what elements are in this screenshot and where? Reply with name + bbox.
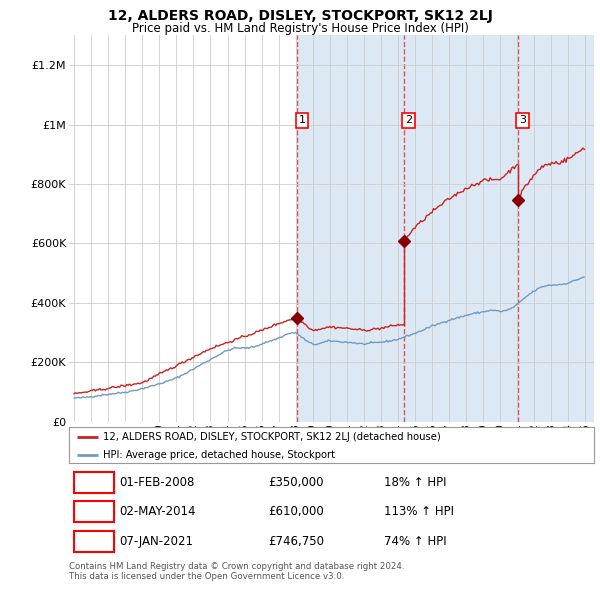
Text: 1: 1 <box>91 476 97 489</box>
FancyBboxPatch shape <box>74 530 113 552</box>
Text: Price paid vs. HM Land Registry's House Price Index (HPI): Price paid vs. HM Land Registry's House … <box>131 22 469 35</box>
Text: £350,000: £350,000 <box>269 476 324 489</box>
Text: 3: 3 <box>91 535 97 548</box>
Text: 1: 1 <box>299 116 305 126</box>
Text: 02-MAY-2014: 02-MAY-2014 <box>119 505 196 519</box>
Text: 18% ↑ HPI: 18% ↑ HPI <box>384 476 446 489</box>
Text: 2: 2 <box>91 505 97 519</box>
Text: 113% ↑ HPI: 113% ↑ HPI <box>384 505 454 519</box>
Text: This data is licensed under the Open Government Licence v3.0.: This data is licensed under the Open Gov… <box>69 572 344 581</box>
Bar <box>518 35 594 422</box>
Text: 3: 3 <box>519 116 526 126</box>
Text: 12, ALDERS ROAD, DISLEY, STOCKPORT, SK12 2LJ: 12, ALDERS ROAD, DISLEY, STOCKPORT, SK12… <box>107 9 493 23</box>
Text: HPI: Average price, detached house, Stockport: HPI: Average price, detached house, Stoc… <box>103 450 335 460</box>
Text: 01-FEB-2008: 01-FEB-2008 <box>119 476 194 489</box>
Text: £746,750: £746,750 <box>269 535 325 548</box>
FancyBboxPatch shape <box>74 502 113 522</box>
Text: 07-JAN-2021: 07-JAN-2021 <box>119 535 193 548</box>
Text: Contains HM Land Registry data © Crown copyright and database right 2024.: Contains HM Land Registry data © Crown c… <box>69 562 404 571</box>
Text: 12, ALDERS ROAD, DISLEY, STOCKPORT, SK12 2LJ (detached house): 12, ALDERS ROAD, DISLEY, STOCKPORT, SK12… <box>103 432 441 442</box>
Text: 2: 2 <box>405 116 412 126</box>
Text: £610,000: £610,000 <box>269 505 324 519</box>
Bar <box>404 35 518 422</box>
Text: 74% ↑ HPI: 74% ↑ HPI <box>384 535 446 548</box>
Bar <box>297 35 404 422</box>
FancyBboxPatch shape <box>74 472 113 493</box>
